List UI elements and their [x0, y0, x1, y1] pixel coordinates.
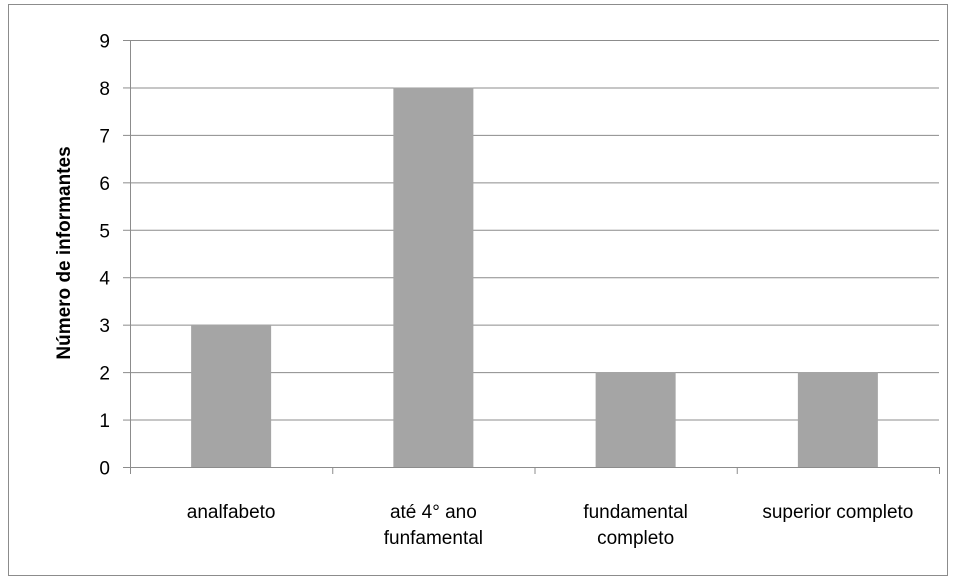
- x-category-label: funfamental: [384, 528, 483, 549]
- axes: [123, 40, 940, 474]
- bar: [393, 87, 474, 467]
- x-category-label: superior completo: [762, 502, 913, 523]
- y-tick-label: 2: [99, 364, 110, 385]
- y-tick-label: 4: [99, 269, 110, 290]
- y-tick-label: 1: [99, 411, 110, 432]
- x-category-label: completo: [597, 528, 674, 549]
- y-axis-label: Número de informantes: [54, 146, 75, 359]
- y-tick-label: 5: [99, 221, 110, 242]
- y-tick-label: 7: [99, 126, 110, 147]
- y-tick-labels: 0 1 2 3 4 5 6 7 8 9: [99, 32, 110, 480]
- x-category-label: até 4° ano: [390, 502, 477, 523]
- x-category-label: analfabeto: [187, 502, 276, 523]
- bar: [191, 324, 272, 467]
- bar: [797, 372, 878, 467]
- bar: [595, 372, 676, 467]
- x-category-label: fundamental: [583, 502, 688, 523]
- y-tick-label: 8: [99, 79, 110, 100]
- bars: [191, 87, 878, 467]
- y-tick-label: 9: [99, 32, 110, 53]
- x-category-labels: analfabeto até 4° ano funfamental fundament…: [187, 502, 914, 549]
- y-tick-label: 3: [99, 316, 110, 337]
- y-tick-label: 6: [99, 174, 110, 195]
- chart-frame: [8, 4, 948, 576]
- y-tick-label: 0: [99, 459, 110, 480]
